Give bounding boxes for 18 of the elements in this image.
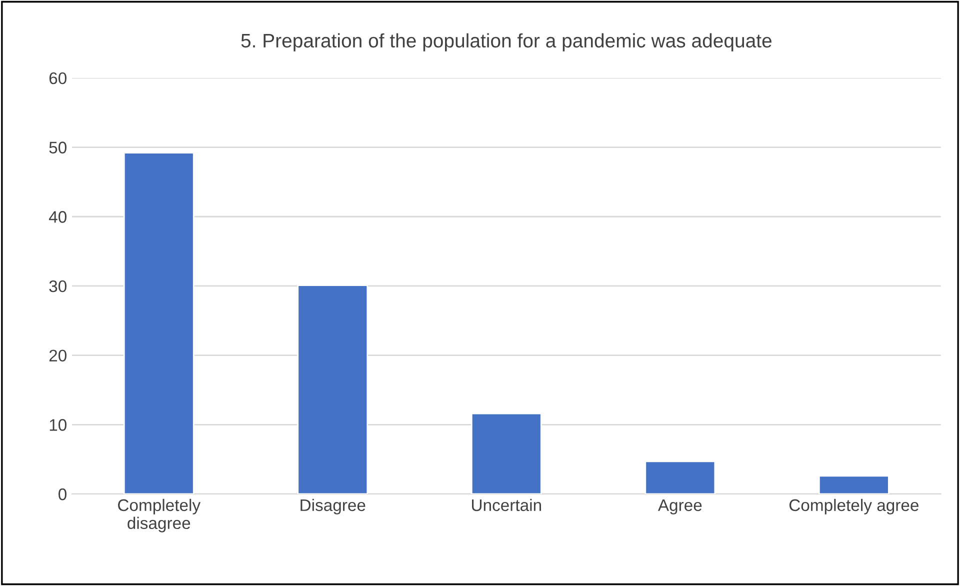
- bar: [297, 284, 368, 494]
- y-tick-label: 20: [49, 350, 66, 362]
- x-tick-label: Disagree: [300, 498, 366, 514]
- x-tick-label: Completely disagree: [118, 498, 201, 532]
- bar: [470, 412, 542, 494]
- chart-title: 5. Preparation of the population for a pandemic was adequate: [241, 33, 772, 52]
- x-tick-label: Agree: [658, 499, 702, 514]
- bar: [818, 475, 890, 494]
- y-tick-label: 10: [50, 419, 66, 431]
- bar: [644, 460, 716, 494]
- y-tick-label: 0: [58, 488, 66, 500]
- x-tick-label: Completely agree: [789, 498, 918, 514]
- bar: [123, 152, 194, 494]
- y-tick-label: 60: [49, 72, 66, 84]
- y-tick-label: 30: [49, 280, 66, 292]
- y-tick-label: 40: [48, 211, 66, 223]
- y-tick-label: 50: [49, 142, 66, 154]
- x-tick-label: Uncertain: [472, 498, 541, 512]
